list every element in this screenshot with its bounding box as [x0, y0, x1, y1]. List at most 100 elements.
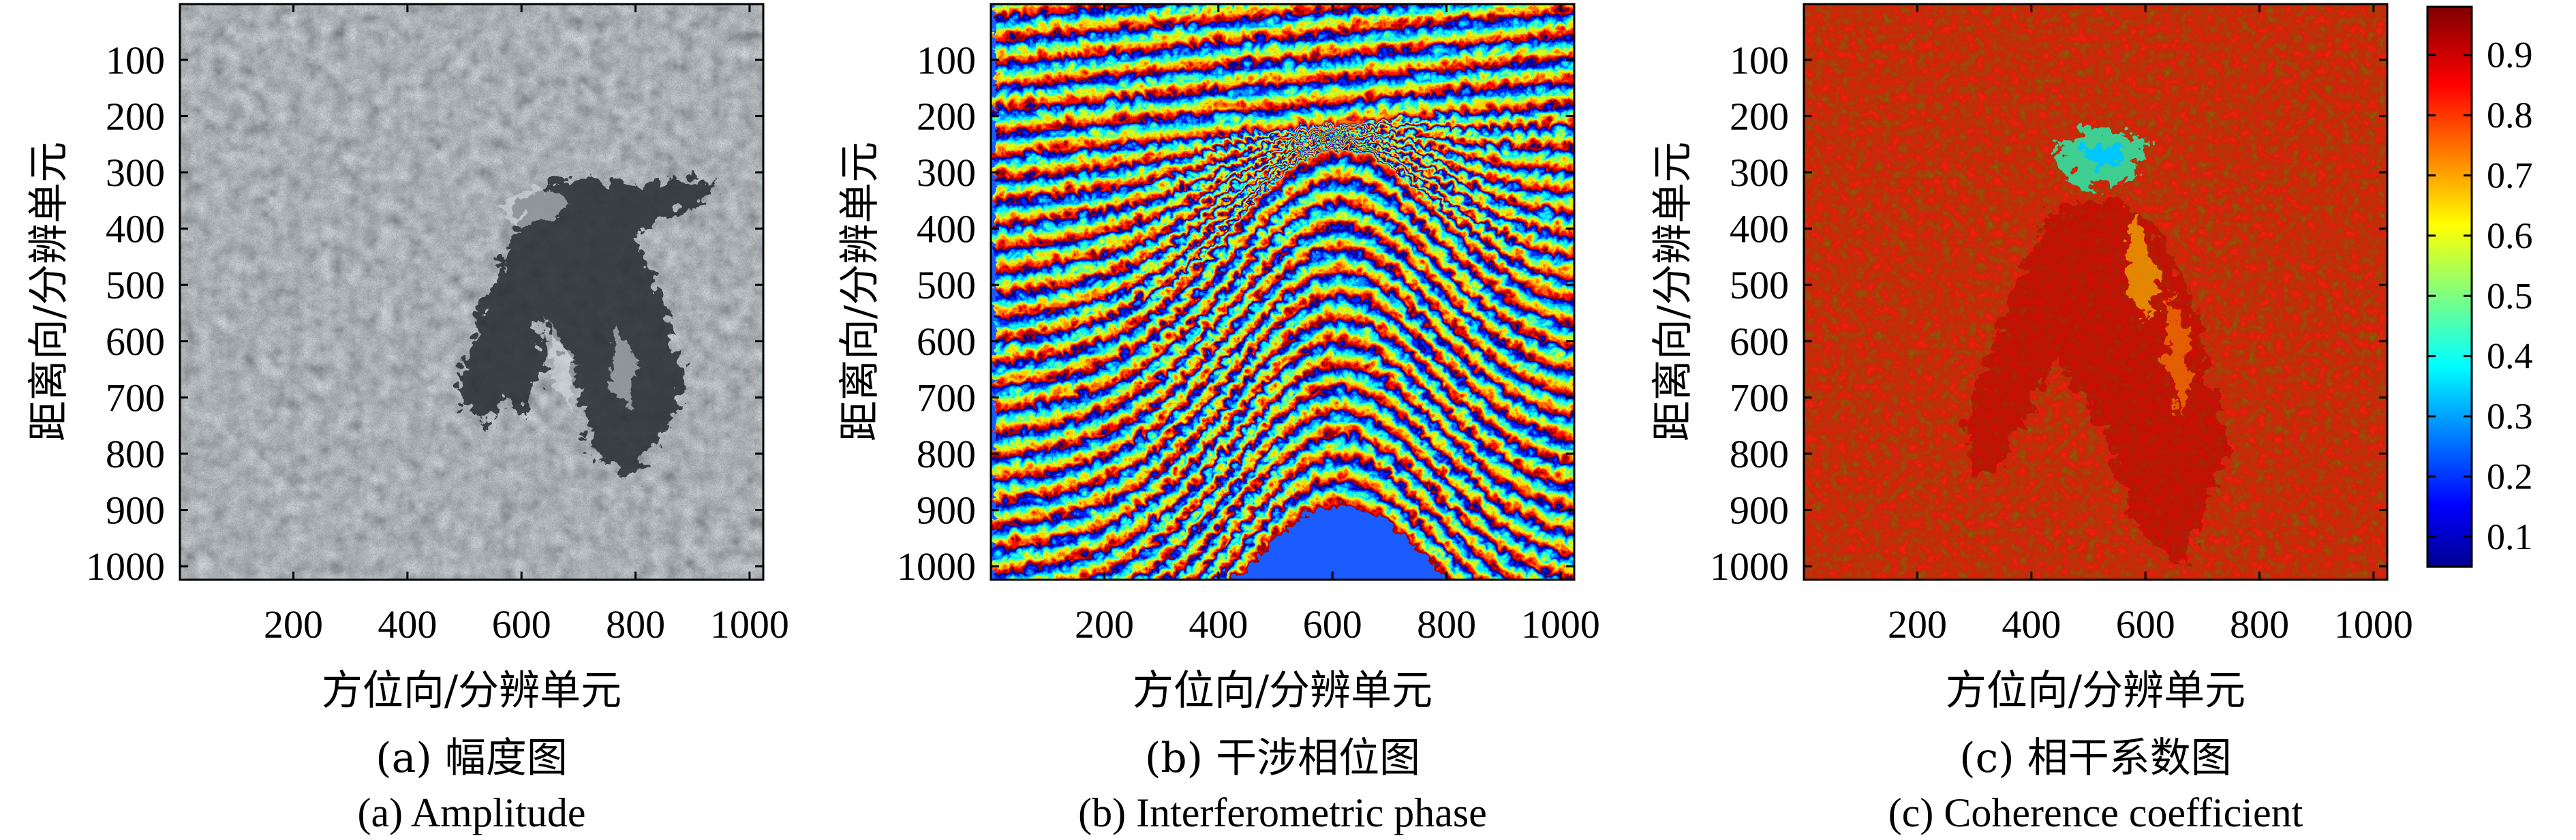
fringe-band [991, 356, 1574, 566]
ytick-label: 900 [1730, 488, 1789, 533]
fringe-band [991, 358, 1574, 569]
fringe-band [991, 154, 1574, 365]
fringe-band [1165, 435, 1574, 580]
fringe-band [991, 233, 1574, 444]
fringe-band [991, 31, 1574, 88]
fringe-band [991, 307, 1574, 518]
xtick-label: 600 [1303, 602, 1362, 647]
fringe-band [991, 29, 1574, 85]
fringe-band [1153, 425, 1574, 580]
fringe-band [991, 187, 1574, 397]
fringe-band [1198, 467, 1495, 580]
fringe-band [991, 321, 1574, 531]
fringe-band [991, 319, 1574, 529]
fringe-band [991, 4, 1375, 39]
axes-frame-a [179, 3, 765, 581]
xtick-label: 200 [1888, 602, 1947, 647]
xtick-label: 400 [2002, 602, 2061, 647]
fringe-band [1167, 437, 1563, 580]
fringe-band [991, 279, 1574, 490]
fringe-band [1217, 488, 1469, 580]
xtick-label: 200 [1075, 602, 1134, 647]
fringe-band [991, 270, 1574, 481]
fringe-band [991, 228, 1574, 439]
fringe-band [991, 41, 1574, 97]
fringe-band [1039, 379, 1574, 580]
fringe-band [991, 4, 1574, 57]
fringe-band [1191, 460, 1506, 580]
fringe-band [1115, 402, 1574, 580]
ytick-label: 900 [917, 488, 976, 533]
fringe-band [1189, 458, 1509, 580]
fringe-band [991, 254, 1574, 465]
fringe-band [991, 347, 1574, 557]
fringe-band [991, 293, 1574, 504]
fringe-band [1227, 499, 1456, 580]
ytick-label: 200 [1730, 94, 1789, 138]
fringe-band [991, 4, 1478, 48]
fringe-band [1156, 428, 1574, 580]
colorbar-tick-label: 0.6 [2487, 215, 2533, 256]
fringe-band [991, 182, 1574, 392]
fringe-band [991, 342, 1574, 553]
axes-frame-b [990, 3, 1576, 581]
fringe-band [991, 231, 1574, 441]
fringe-band [991, 370, 1574, 580]
fringe-band [991, 74, 1574, 129]
xtick-label: 600 [492, 602, 551, 647]
fringe-band [991, 335, 1574, 546]
fringe-band [991, 309, 1574, 520]
fringe-band [991, 203, 1574, 414]
fringe-band [991, 4, 1221, 25]
fringe-band [991, 256, 1574, 467]
fringe-band [991, 365, 1574, 576]
ytick-label: 300 [917, 151, 976, 195]
fringe-band [991, 332, 1574, 543]
fringe-band [991, 69, 1574, 125]
fringe-band [991, 275, 1574, 485]
fringe-band [991, 328, 1574, 539]
fringe-band [991, 193, 1574, 404]
phase-image [991, 4, 1574, 580]
fringe-band [991, 82, 1574, 138]
fringe-band [1146, 420, 1574, 580]
ytick-label: 400 [1730, 207, 1789, 251]
fringe-band [991, 36, 1574, 92]
fringe-band [991, 316, 1574, 527]
xtick-label: 800 [606, 602, 665, 647]
fringe-band [991, 92, 1574, 148]
fringe-band [991, 298, 1574, 508]
fringe-band [1124, 407, 1574, 580]
fringe-band [991, 324, 1574, 534]
fringe-band [991, 4, 1574, 60]
fringe-band [991, 78, 1574, 134]
fringe-band [991, 258, 1574, 469]
colorbar-tick-label: 0.8 [2487, 95, 2533, 136]
ytick-label: 500 [106, 263, 165, 307]
fringe-band [991, 337, 1574, 548]
fringe-band [991, 349, 1574, 559]
fringe-band [991, 367, 1574, 578]
fringe-band [991, 277, 1574, 488]
ytick-label: 600 [917, 320, 976, 364]
fringe-band [1180, 448, 1528, 580]
fringe-band [991, 284, 1574, 495]
fringe-band [1100, 395, 1574, 580]
fringe-band [991, 354, 1574, 564]
fringe-band [991, 245, 1574, 455]
fringe-band [1225, 497, 1458, 580]
fringe-band [991, 52, 1574, 108]
colorbar-gradient [2426, 5, 2473, 568]
fringe-band [991, 238, 1574, 448]
fringe-band [991, 286, 1574, 497]
fringe-band [991, 80, 1574, 136]
fringe-band [1105, 397, 1574, 580]
fringe-band [991, 150, 1574, 360]
fringe-band [991, 170, 1574, 381]
fringe-band [991, 8, 1574, 65]
fringe-band [991, 34, 1574, 90]
fringe-band [991, 164, 1574, 374]
fringe-band [991, 66, 1574, 123]
fringe-band [991, 159, 1574, 369]
